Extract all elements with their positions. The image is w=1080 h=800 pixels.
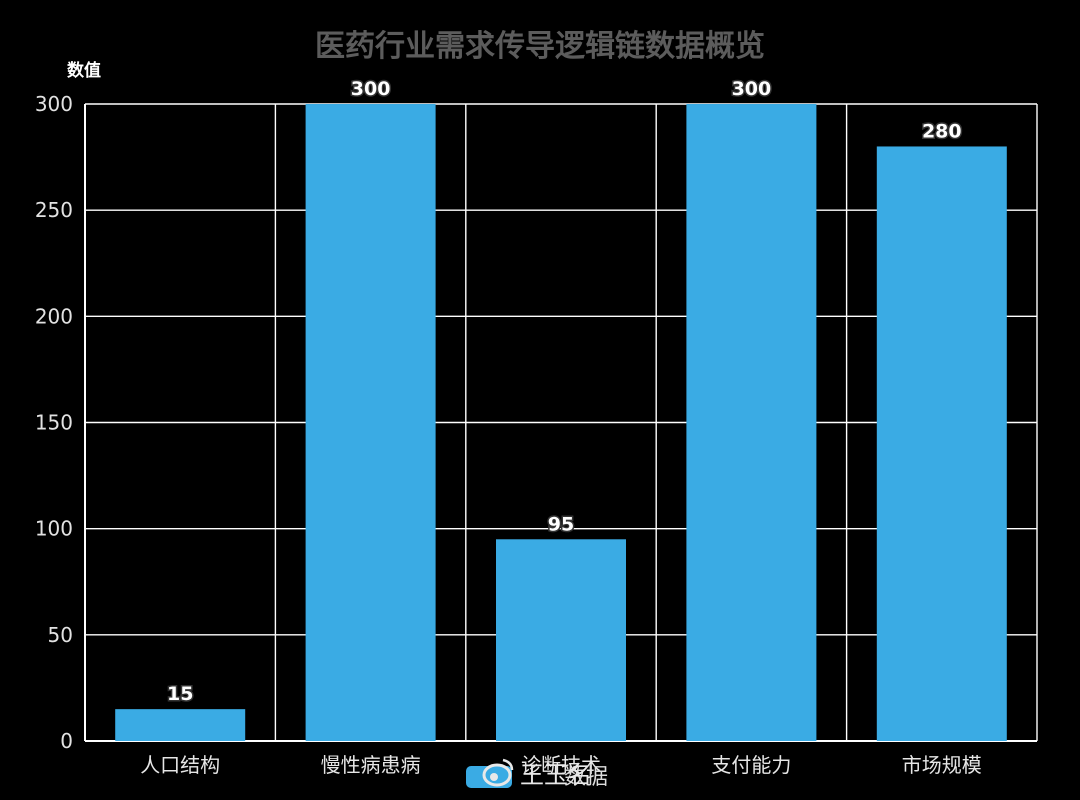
weibo-icon (482, 758, 514, 787)
y-tick-label: 0 (60, 729, 73, 753)
bar (115, 709, 246, 741)
x-tick-label: 人口结构 (140, 753, 220, 777)
data-label: 15 (167, 683, 193, 705)
data-label: 300 (351, 78, 391, 100)
y-tick-label: 300 (35, 92, 73, 116)
legend-label: 数据 (564, 765, 608, 790)
bars (115, 104, 1007, 741)
y-tick-label: 250 (35, 198, 73, 222)
y-axis-label: 数值 (67, 60, 101, 81)
bar (496, 539, 626, 741)
legend[interactable]: 数据 (466, 765, 608, 790)
y-tick-label: 50 (48, 623, 73, 647)
y-tick-label: 200 (35, 304, 73, 328)
x-axis-ticks: 人口结构 慢性病患病 诊断技术 支付能力 市场规模 (140, 753, 982, 777)
y-tick-label: 100 (35, 517, 73, 541)
watermark-text: 王玉名 (520, 761, 592, 789)
chart-title: 医药行业需求传导逻辑链数据概览 (315, 29, 765, 64)
y-axis-ticks: 0 50 100 150 200 250 300 (35, 92, 73, 753)
bar (876, 146, 1007, 741)
x-tick-label: 市场规模 (902, 753, 982, 777)
data-labels: 15 300 95 300 280 (165, 77, 963, 707)
legend-swatch (466, 766, 512, 788)
data-label: 300 (732, 78, 772, 100)
watermark: 王玉名 (482, 758, 592, 789)
x-tick-label: 支付能力 (711, 753, 791, 777)
bar (686, 104, 817, 741)
data-label: 280 (922, 120, 962, 142)
data-label: 95 (548, 513, 574, 535)
bar (305, 104, 436, 741)
x-tick-label: 慢性病患病 (321, 753, 421, 777)
y-tick-label: 150 (35, 411, 73, 435)
x-tick-label: 诊断技术 (521, 753, 601, 777)
